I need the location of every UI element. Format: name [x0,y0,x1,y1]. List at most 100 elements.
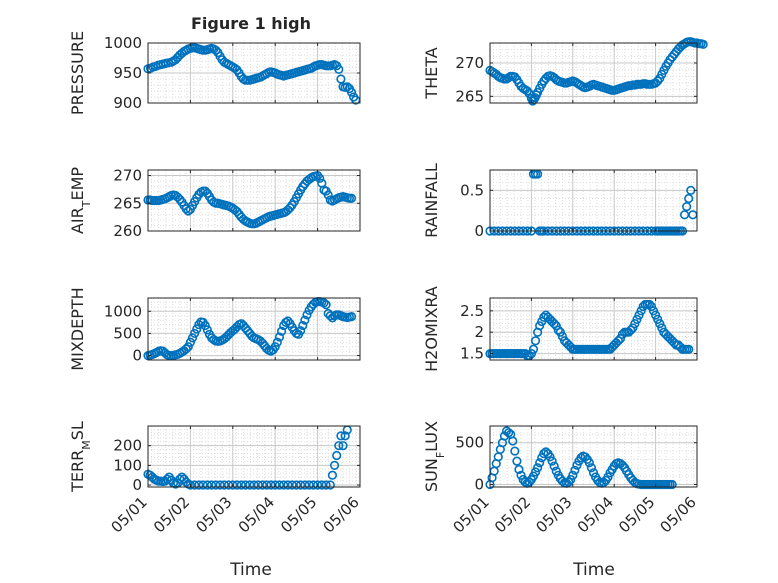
y-tick-label: 950 [113,64,142,82]
data-point [321,480,331,490]
data-point [202,480,212,490]
y-tick-label: 500 [113,324,142,342]
data-point [568,470,578,480]
data-point [323,190,333,200]
data-point [219,480,229,490]
data-point [321,300,331,310]
y-tick-label: 900 [113,94,142,112]
axes-box [147,169,361,232]
data-point [528,344,539,354]
data-point [535,458,545,468]
data-point [537,316,547,327]
data-point [270,480,280,490]
data-point [570,465,580,475]
data-point [302,310,312,320]
data-point [228,480,238,490]
y-tick-label: 500 [455,434,484,452]
data-point [646,301,657,312]
data-point [215,480,225,490]
data-point [655,319,665,329]
data-point [667,479,677,490]
data-point [648,306,659,316]
data-point [315,173,325,183]
y-tick-label: 260 [113,222,142,240]
data-point [198,480,208,490]
data-point [512,456,522,466]
data-point [319,298,329,308]
axes-box [489,169,698,232]
data-point [287,480,297,490]
data-point [346,87,357,97]
axis-ticks [489,43,698,103]
y-tick-label: 1000 [104,34,142,52]
x-axis-label-right: Time [572,560,615,580]
axes-box [489,42,698,104]
data-point [253,480,263,490]
data-point [634,310,644,320]
y-tick-label: 200 [113,437,142,455]
y-tick-label: 0 [474,475,484,493]
figure-title: Figure 1 high [191,14,311,33]
data-point [270,342,280,352]
data-point [549,319,559,329]
data-point [586,463,597,473]
data-point [580,452,590,462]
data-point [283,480,293,490]
y-tick-label: 270 [113,167,142,185]
subplot-2: 265 270 THETA [422,37,708,106]
data-point [162,474,172,484]
y-axis-label-6: H2OMIXRA [422,286,441,372]
data-point [551,321,561,331]
data-point [190,328,200,339]
data-point [185,337,195,347]
data-point [279,480,289,490]
data-point [300,480,310,490]
data-point [698,39,708,49]
data-point [555,327,565,337]
data-point [615,334,626,344]
y-tick-label: 1000 [104,302,142,320]
y-tick-label: 100 [113,456,142,474]
data-point [240,480,251,490]
data-series [485,426,677,490]
axes-box [489,425,698,488]
data-point [181,344,191,354]
y-tick-label: 0.5 [460,181,484,199]
data-point [300,315,310,325]
y-tick-label: 265 [113,194,142,212]
data-point [313,480,323,490]
data-point [653,314,663,324]
axis-ticks [147,426,361,487]
data-point [644,299,654,310]
axis-ticks [489,298,698,360]
axis-ticks [489,170,698,232]
data-point [211,480,221,490]
data-point [504,428,514,438]
data-point [296,326,306,336]
data-point [510,446,520,456]
data-point [211,45,221,55]
data-point [298,320,308,331]
x-axis-label-left: Time [229,560,272,580]
y-tick-label: 1.5 [460,345,484,363]
data-point [650,310,661,320]
data-point [338,441,348,451]
data-point [346,193,357,203]
data-point [533,463,543,473]
data-point [334,64,344,74]
y-axis-label-4: RAINFALL [422,163,441,238]
data-point [524,477,534,487]
data-point [192,324,202,334]
data-point [613,336,623,346]
data-point [514,464,524,475]
data-point [325,480,335,490]
y-tick-label: 0 [474,222,484,240]
subplot-4: 0 0.5 RAINFALL [422,163,698,240]
data-point [276,326,287,336]
data-point [682,202,692,212]
data-series [143,296,357,361]
data-point [334,441,344,451]
minor-grid [490,170,697,232]
data-series [485,37,708,106]
